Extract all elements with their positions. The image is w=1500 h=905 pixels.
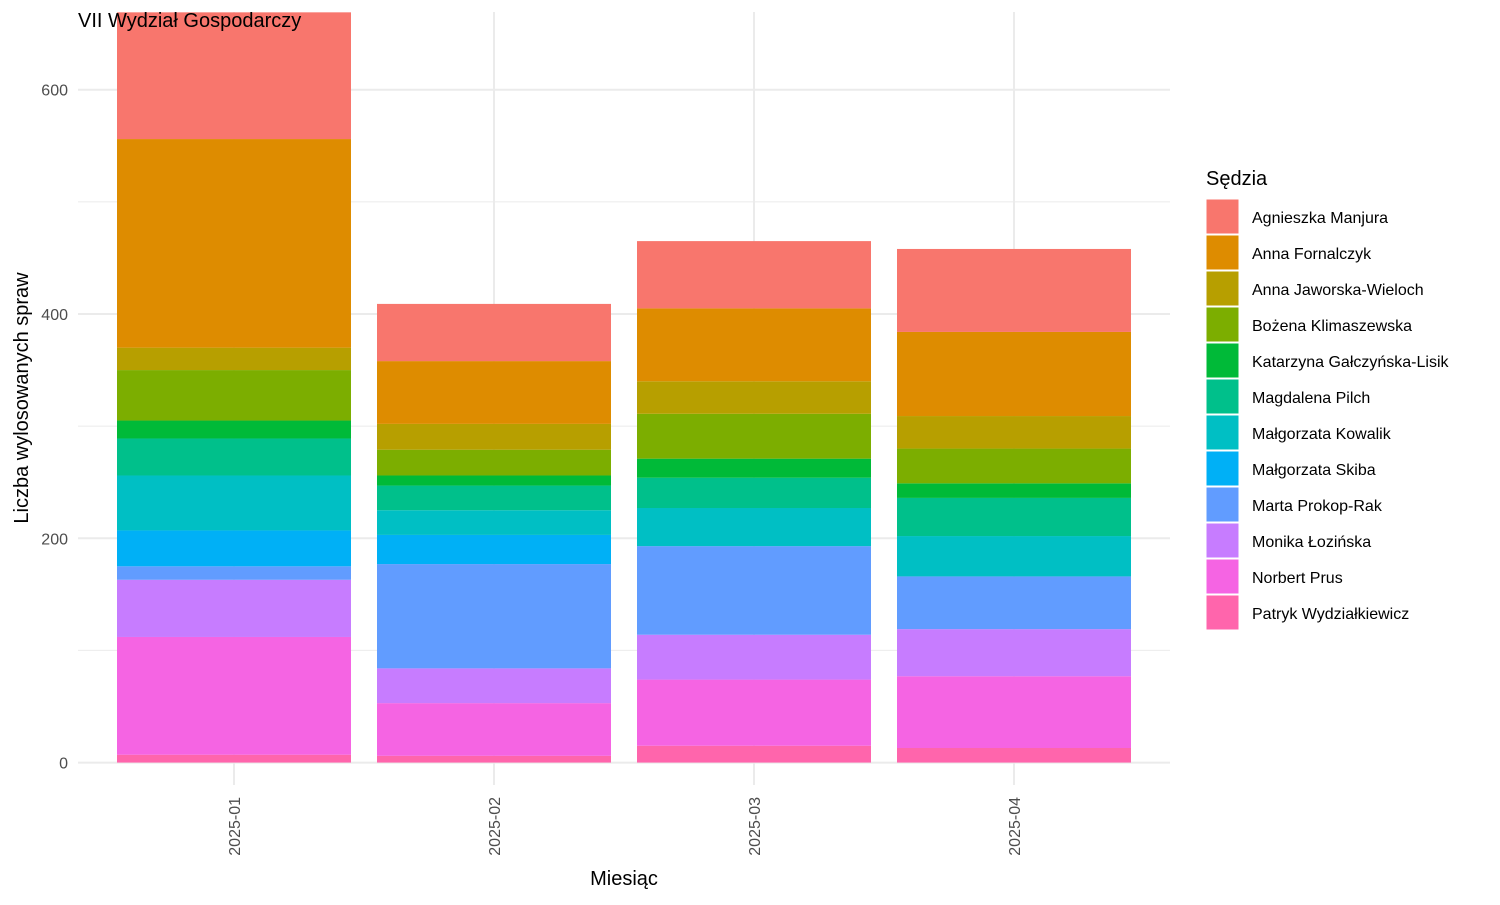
bar-segment [377,510,611,535]
bar-segment [117,754,351,763]
legend-label: Anna Jaworska-Wieloch [1252,282,1424,299]
bar-segment [637,508,871,547]
bar-segment [637,745,871,763]
legend-label: Monika Łozińska [1252,534,1371,551]
legend-key [1205,378,1240,415]
bar-segment [377,534,611,565]
bar-segment [117,579,351,637]
bar-segment [117,420,351,439]
bar-segment [117,636,351,755]
bar-segment [637,546,871,635]
bar-segment [117,475,351,531]
legend-key [1205,234,1240,271]
bar-segment [377,475,611,486]
bar-segment [897,448,1131,484]
legend-label: Katarzyna Gałczyńska-Lisik [1252,354,1450,371]
bar-segment [897,576,1131,630]
legend-label: Małgorzata Skiba [1252,462,1376,479]
bar-segment [117,347,351,371]
legend-label: Marta Prokop-Rak [1252,498,1383,515]
bar-segment [377,303,611,362]
legend-key [1205,198,1240,235]
bar-segment [117,370,351,421]
bar-segment [377,703,611,756]
y-axis-ticks: 0 200 400 600 [41,83,68,773]
bar-segment [897,248,1131,332]
x-axis-label: Miesiąc [590,868,658,890]
bar-segment [637,241,871,309]
legend-key [1205,486,1240,523]
bar-segment [117,530,351,567]
bar-segment [897,536,1131,577]
bar-segment [377,485,611,511]
legend-label: Bożena Klimaszewska [1252,318,1412,335]
x-tick-label: 2025-01 [227,797,244,856]
bar-segment [897,747,1131,763]
bar-segment [117,438,351,476]
legend-title: Sędzia [1206,168,1268,190]
bar-segment [117,566,351,580]
bar-segment [637,381,871,414]
legend-key [1205,306,1240,343]
x-tick-label: 2025-04 [1007,797,1024,856]
x-axis-ticks: 2025-01 2025-02 2025-03 2025-04 [227,797,1024,856]
legend-key [1205,594,1240,631]
legend-label: Patryk Wydziałkiewicz [1252,606,1409,623]
bar-segment [117,139,351,348]
bar-segment [897,676,1131,748]
bar-segment [377,755,611,763]
bar-segment [897,483,1131,498]
bar-segment [637,458,871,478]
bar-segment [897,331,1131,417]
bar-segment [637,679,871,746]
bar-segment [377,668,611,704]
bar-segment [897,629,1131,677]
bar-segment [117,12,351,140]
bars-layer [117,12,1131,763]
legend-label: Magdalena Pilch [1252,390,1370,407]
legend-label: Norbert Prus [1252,570,1343,587]
y-tick-label: 0 [59,756,68,773]
legend-key [1205,558,1240,595]
legend-items: Agnieszka Manjura Anna Fornalczyk Anna Jaw… [1205,198,1450,631]
legend-key [1205,450,1240,487]
bar-segment [897,416,1131,449]
bar-segment [637,477,871,509]
chart-title: VII Wydział Gospodarczy [78,10,301,32]
legend-key [1205,342,1240,379]
bar-segment [637,308,871,382]
bar-segment [377,564,611,669]
bar-segment [897,497,1131,537]
legend-label: Anna Fornalczyk [1252,246,1372,263]
bar-segment [637,634,871,680]
bar-segment [637,413,871,459]
legend-label: Małgorzata Kowalik [1252,426,1392,443]
legend-key [1205,522,1240,559]
y-axis-label: Liczba wylosowanych spraw [11,272,33,524]
y-tick-label: 600 [41,83,68,100]
legend-key [1205,270,1240,307]
x-tick-label: 2025-02 [487,797,504,856]
y-tick-label: 400 [41,307,68,324]
x-tick-label: 2025-03 [747,797,764,856]
y-tick-label: 200 [41,531,68,548]
bar-segment [377,449,611,476]
legend-label: Agnieszka Manjura [1252,210,1388,227]
bar-segment [377,423,611,450]
legend-key [1205,414,1240,451]
bar-segment [377,361,611,424]
